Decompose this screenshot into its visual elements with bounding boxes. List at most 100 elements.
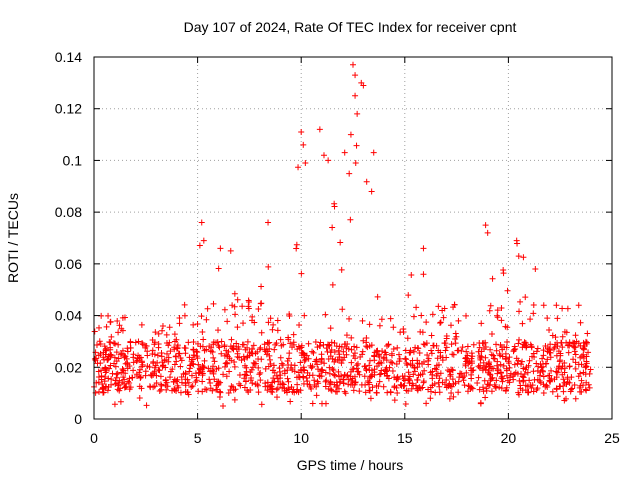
- data-point: [536, 372, 543, 379]
- data-point: [245, 388, 252, 395]
- data-point: [552, 341, 559, 348]
- data-point: [313, 358, 320, 365]
- data-point: [378, 316, 385, 323]
- data-point: [249, 380, 256, 387]
- data-point: [127, 339, 134, 346]
- data-point: [167, 374, 174, 381]
- data-point: [534, 385, 541, 392]
- data-point: [378, 367, 385, 374]
- data-point: [334, 382, 341, 389]
- data-point: [126, 375, 133, 382]
- data-point: [107, 319, 114, 326]
- data-point: [414, 357, 421, 364]
- data-point: [397, 381, 404, 388]
- data-point: [502, 387, 509, 394]
- data-point: [152, 362, 159, 369]
- data-point: [119, 365, 126, 372]
- data-point: [150, 384, 157, 391]
- data-point: [239, 303, 246, 310]
- data-point: [500, 267, 507, 274]
- data-point: [318, 351, 325, 358]
- data-point: [507, 374, 514, 381]
- data-point: [228, 357, 235, 364]
- data-point: [546, 377, 553, 384]
- data-point: [446, 368, 453, 375]
- data-point: [171, 344, 178, 351]
- data-point: [336, 351, 343, 358]
- data-point: [583, 358, 590, 365]
- data-point: [135, 352, 142, 359]
- data-point: [528, 384, 535, 391]
- data-point: [193, 374, 200, 381]
- y-axis-label: ROTI / TECUs: [5, 193, 21, 283]
- data-point: [186, 368, 193, 375]
- data-point: [190, 347, 197, 354]
- data-point: [468, 350, 475, 357]
- data-point: [399, 373, 406, 380]
- data-point: [203, 316, 210, 323]
- data-point: [391, 397, 398, 404]
- data-point: [583, 363, 590, 370]
- data-point: [325, 342, 332, 349]
- data-point: [195, 370, 202, 377]
- data-point: [274, 385, 281, 392]
- data-point: [218, 350, 225, 357]
- data-point: [566, 339, 573, 346]
- y-tick-label: 0.06: [55, 256, 82, 272]
- data-point: [105, 312, 112, 319]
- data-point: [245, 297, 252, 304]
- data-point: [229, 302, 236, 309]
- data-point: [267, 315, 274, 322]
- data-point: [270, 362, 277, 369]
- data-point: [124, 361, 131, 368]
- data-point: [345, 381, 352, 388]
- data-point: [366, 387, 373, 394]
- data-point: [476, 364, 483, 371]
- data-point: [108, 352, 115, 359]
- data-point: [290, 386, 297, 393]
- data-point: [217, 389, 224, 396]
- data-point: [144, 352, 151, 359]
- data-point: [171, 331, 178, 338]
- data-point: [124, 348, 131, 355]
- data-point: [488, 331, 495, 338]
- data-point: [322, 369, 329, 376]
- data-point: [402, 347, 409, 354]
- chart-title: Day 107 of 2024, Rate Of TEC Index for r…: [184, 19, 517, 35]
- data-point: [217, 245, 224, 252]
- data-point: [110, 340, 117, 347]
- data-point: [575, 373, 582, 380]
- data-point: [130, 367, 137, 374]
- data-point: [450, 304, 457, 311]
- data-point: [354, 360, 361, 367]
- data-point: [443, 332, 450, 339]
- data-point: [452, 340, 459, 347]
- data-point: [522, 294, 529, 301]
- data-point: [177, 355, 184, 362]
- data-point: [285, 385, 292, 392]
- data-point: [443, 344, 450, 351]
- data-point: [529, 382, 536, 389]
- data-point: [176, 320, 183, 327]
- data-point: [436, 389, 443, 396]
- data-point: [142, 372, 149, 379]
- data-point: [221, 343, 228, 350]
- data-point: [391, 384, 398, 391]
- data-point: [159, 327, 166, 334]
- data-point: [388, 352, 395, 359]
- data-point: [221, 306, 228, 313]
- data-point: [111, 360, 118, 367]
- data-point: [488, 351, 495, 358]
- data-point: [544, 315, 551, 322]
- data-point: [481, 377, 488, 384]
- data-point: [200, 237, 207, 244]
- data-point: [555, 348, 562, 355]
- data-point: [303, 374, 310, 381]
- data-point: [352, 92, 359, 99]
- data-point: [526, 377, 533, 384]
- data-point: [401, 377, 408, 384]
- data-point: [337, 378, 344, 385]
- data-point: [258, 401, 265, 408]
- data-point: [500, 362, 507, 369]
- data-point: [366, 343, 373, 350]
